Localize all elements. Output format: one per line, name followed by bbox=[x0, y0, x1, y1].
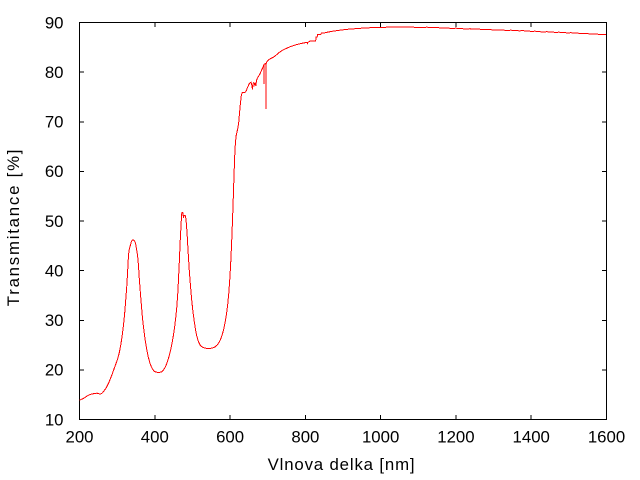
svg-text:Transmitance [%]: Transmitance [%] bbox=[4, 148, 23, 306]
svg-text:400: 400 bbox=[141, 428, 169, 447]
svg-text:30: 30 bbox=[45, 311, 64, 330]
svg-text:Vlnova delka [nm]: Vlnova delka [nm] bbox=[268, 455, 416, 474]
svg-text:800: 800 bbox=[291, 428, 319, 447]
svg-text:90: 90 bbox=[45, 13, 64, 32]
svg-text:40: 40 bbox=[45, 261, 64, 280]
svg-text:80: 80 bbox=[45, 63, 64, 82]
svg-text:70: 70 bbox=[45, 113, 64, 132]
svg-text:200: 200 bbox=[66, 428, 94, 447]
svg-text:1200: 1200 bbox=[437, 428, 474, 447]
svg-text:50: 50 bbox=[45, 212, 64, 231]
svg-text:1000: 1000 bbox=[362, 428, 399, 447]
svg-text:10: 10 bbox=[45, 410, 64, 429]
svg-text:20: 20 bbox=[45, 361, 64, 380]
svg-text:1600: 1600 bbox=[588, 428, 625, 447]
svg-text:600: 600 bbox=[216, 428, 244, 447]
svg-text:1400: 1400 bbox=[513, 428, 550, 447]
svg-text:60: 60 bbox=[45, 162, 64, 181]
